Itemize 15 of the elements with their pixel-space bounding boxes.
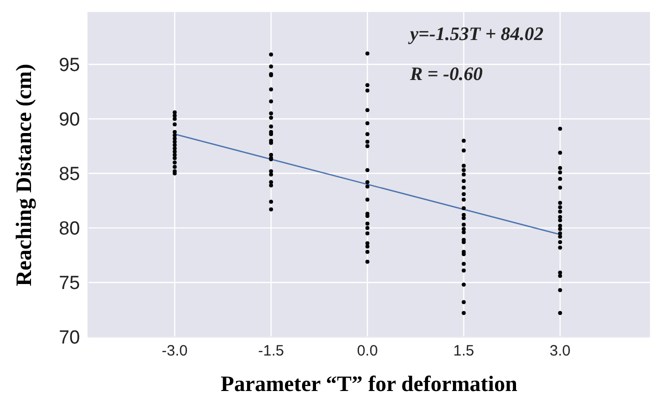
y-tick-label: 95 bbox=[58, 55, 80, 76]
x-tick-label: 1.5 bbox=[453, 342, 474, 360]
y-tick-label: 85 bbox=[58, 164, 80, 186]
y-tick-label: 70 bbox=[58, 328, 80, 349]
y-axis-title: Reaching Distance (cm) bbox=[11, 63, 37, 286]
y-tick-label: 80 bbox=[58, 218, 80, 240]
y-tick-label: 75 bbox=[58, 273, 80, 294]
x-tick-label: 3.0 bbox=[550, 342, 571, 360]
x-tick-label: -1.5 bbox=[258, 342, 284, 360]
annotation: y=-1.53T + 84.02 bbox=[410, 24, 544, 46]
annotation: R = -0.60 bbox=[410, 64, 483, 86]
x-axis-title: Parameter “T” for deformation bbox=[220, 371, 518, 397]
y-tick-label: 90 bbox=[58, 110, 80, 131]
x-tick-label: -3.0 bbox=[162, 342, 188, 360]
x-tick-label: 0.0 bbox=[356, 342, 378, 360]
